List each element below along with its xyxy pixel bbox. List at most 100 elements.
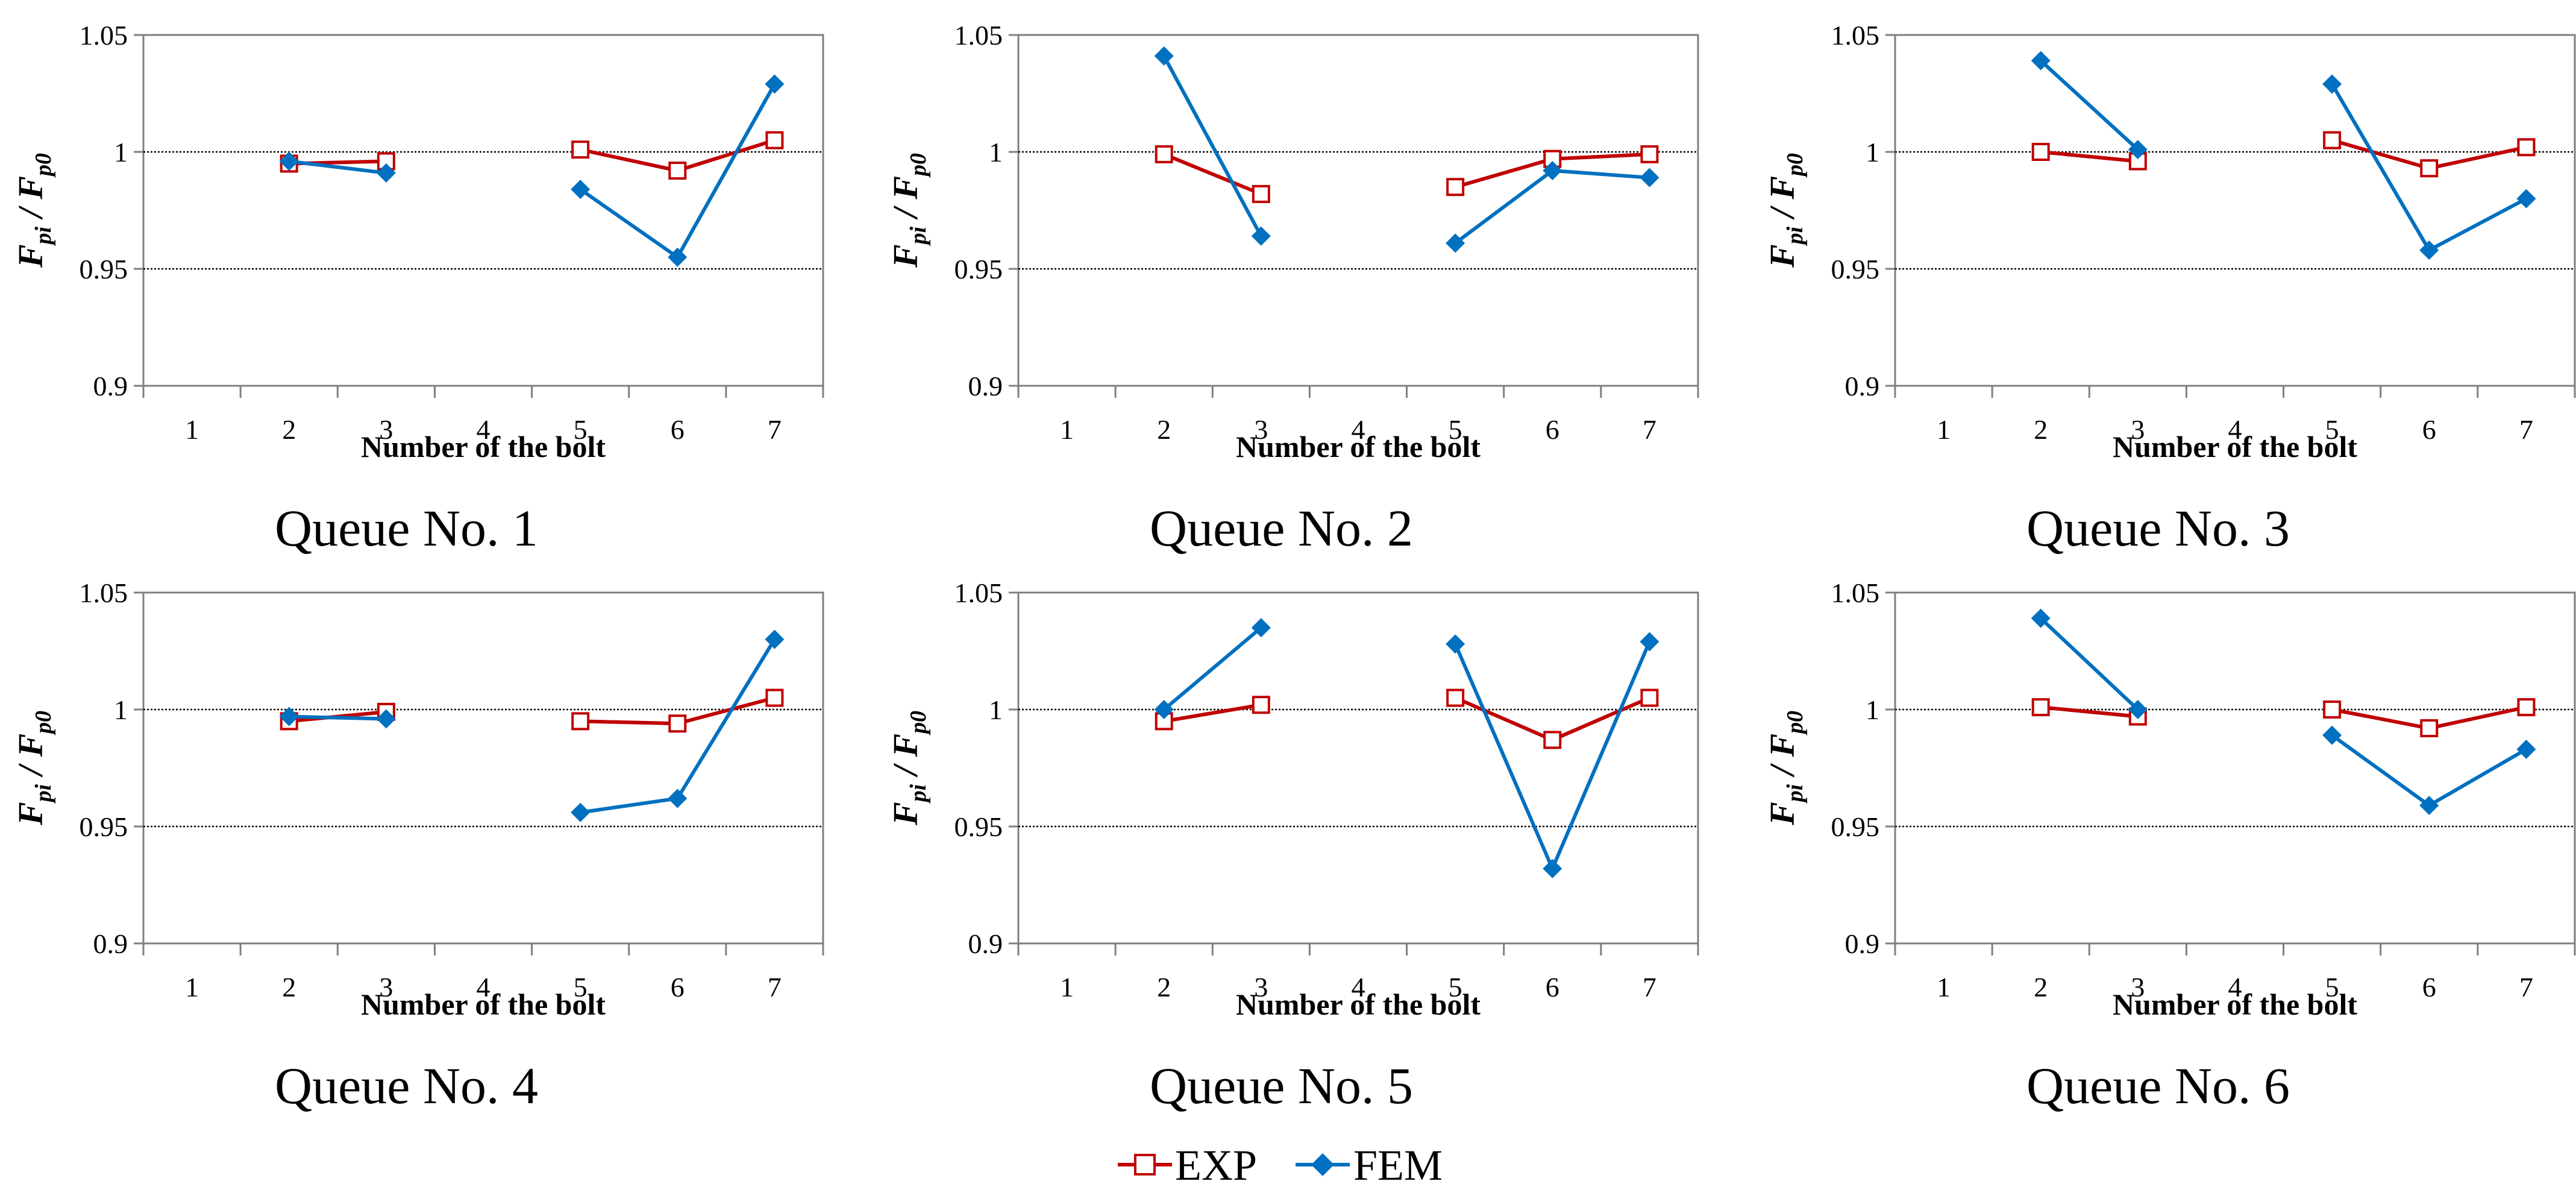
x-tick-label: 5	[2325, 414, 2339, 445]
y-axis-title-subscript: p0	[1782, 153, 1808, 178]
x-tick-label: 7	[1643, 414, 1656, 445]
exp-point	[1640, 145, 1659, 163]
fem-point	[1251, 618, 1271, 638]
x-tick-label: 5	[574, 414, 588, 445]
y-axis-title-part: /	[11, 200, 50, 227]
fem-point	[765, 74, 785, 94]
x-tick-label: 3	[379, 414, 393, 445]
y-tick-label: 0.9	[968, 371, 1003, 401]
x-tick-label: 3	[379, 972, 393, 1002]
plot-frame	[142, 591, 824, 945]
chart-panel-2: 0.9 0.95 1 1.05 1 2 3 4 5 6 7 Number of the bolt Fpi…	[886, 20, 1699, 557]
y-tick-label: 1.05	[954, 20, 1003, 51]
y-axis-title-part: F	[11, 176, 50, 200]
y-axis-title-part: F	[11, 802, 50, 826]
x-tick-label: 6	[671, 972, 685, 1002]
fem-point	[668, 788, 688, 808]
exp-point	[668, 714, 687, 733]
exp-point	[2517, 138, 2536, 157]
x-tick-label: 1	[1937, 414, 1951, 445]
y-tick-label: 0.95	[1831, 254, 1880, 285]
legend-exp-marker	[1134, 1154, 1156, 1176]
exp-point	[2420, 159, 2439, 178]
fem-series-line	[1454, 169, 1650, 245]
y-axis-title-part: F	[11, 734, 50, 758]
fem-point	[668, 247, 688, 267]
y-tick-label: 1	[989, 137, 1003, 168]
x-tick-label: 1	[1937, 972, 1951, 1002]
chart-panel-4: 0.9 0.95 1 1.05 1 2 3 4 5 6 7 Number of the bolt Fpi…	[11, 578, 824, 1115]
fem-series-line	[1453, 641, 1652, 870]
y-tick-label: 0.9	[93, 371, 128, 401]
exp-point	[1446, 688, 1465, 707]
fem-point	[765, 629, 785, 649]
y-axis-title-subscript: pi	[906, 784, 931, 804]
exp-point	[2420, 719, 2439, 738]
x-tick-label: 4	[477, 414, 490, 445]
y-axis-title-subscript: pi	[31, 784, 56, 804]
y-tick-label: 1	[989, 694, 1003, 725]
fem-series-line	[2331, 734, 2527, 808]
x-tick-label: 5	[1449, 972, 1462, 1002]
fem-point	[1251, 226, 1271, 246]
panel-caption: Queue No. 4	[275, 1057, 538, 1115]
fem-point	[2128, 140, 2148, 160]
chart-panel-6: 0.9 0.95 1 1.05 1 2 3 4 5 6 7 Number of the bolt Fpi…	[1763, 578, 2576, 1115]
x-tick-label: 1	[185, 414, 199, 445]
y-tick-label: 0.9	[968, 928, 1003, 959]
y-axis-title-part: /	[1763, 200, 1802, 227]
legend-fem-label: FEM	[1353, 1141, 1443, 1189]
y-tick-label: 0.95	[954, 811, 1003, 842]
legend: EXP FEM	[1118, 1141, 1443, 1189]
x-tick-label: 4	[1352, 414, 1365, 445]
x-tick-label: 1	[1060, 972, 1074, 1002]
chart-panel-5: 0.9 0.95 1 1.05 1 2 3 4 5 6 7 Number of the bolt Fpi…	[886, 578, 1699, 1115]
x-tick-label: 7	[768, 972, 782, 1002]
legend-fem-marker	[1311, 1153, 1334, 1176]
exp-point	[1252, 696, 1270, 714]
fem-point	[1640, 168, 1659, 187]
y-axis-title-part: /	[886, 200, 925, 227]
y-tick-label: 1.05	[1831, 20, 1880, 51]
panel-caption: Queue No. 2	[1150, 499, 1413, 557]
fem-point	[376, 163, 396, 183]
exp-point	[1640, 688, 1659, 707]
fem-point	[1543, 858, 1562, 878]
panel-caption: Queue No. 1	[275, 499, 538, 557]
y-tick-label: 1	[1866, 694, 1879, 725]
x-tick-label: 4	[2228, 414, 2242, 445]
fem-point	[571, 802, 591, 822]
fem-point	[2031, 51, 2051, 71]
legend-exp-label: EXP	[1175, 1141, 1257, 1189]
exp-point	[2323, 131, 2342, 150]
exp-point	[2031, 698, 2050, 717]
y-axis-title-subscript: pi	[1782, 226, 1808, 246]
exp-point	[571, 712, 590, 731]
y-tick-label: 1	[114, 694, 128, 725]
y-axis-title-part: F	[1763, 802, 1802, 826]
y-tick-label: 1	[1866, 137, 1879, 168]
fem-series-line	[289, 159, 387, 175]
y-axis-title-part: F	[886, 802, 925, 826]
exp-series-line	[2040, 705, 2139, 719]
fem-point	[2419, 240, 2439, 260]
x-axis-title: Number of the bolt	[1236, 987, 1481, 1021]
y-axis-title: Fpi / Fp0	[886, 711, 931, 826]
fem-point	[2031, 608, 2051, 628]
x-tick-label: 4	[477, 972, 490, 1002]
y-axis-title-part: F	[886, 176, 925, 200]
panel-caption: Queue No. 3	[2026, 499, 2290, 557]
y-tick-label: 0.95	[80, 254, 128, 285]
y-axis-title-subscript: pi	[1782, 784, 1808, 804]
fem-series-line	[1162, 55, 1263, 238]
x-axis-title: Number of the bolt	[361, 430, 606, 464]
exp-point	[2031, 143, 2050, 161]
y-tick-label: 0.95	[1831, 811, 1880, 842]
y-tick-label: 0.9	[93, 928, 128, 959]
panel-caption: Queue No. 5	[1150, 1057, 1413, 1115]
y-axis-title-part: F	[1763, 734, 1802, 758]
exp-series-line	[1164, 703, 1262, 723]
y-tick-label: 1.05	[80, 578, 128, 608]
exp-point	[1252, 184, 1270, 203]
x-tick-label: 1	[185, 972, 199, 1002]
